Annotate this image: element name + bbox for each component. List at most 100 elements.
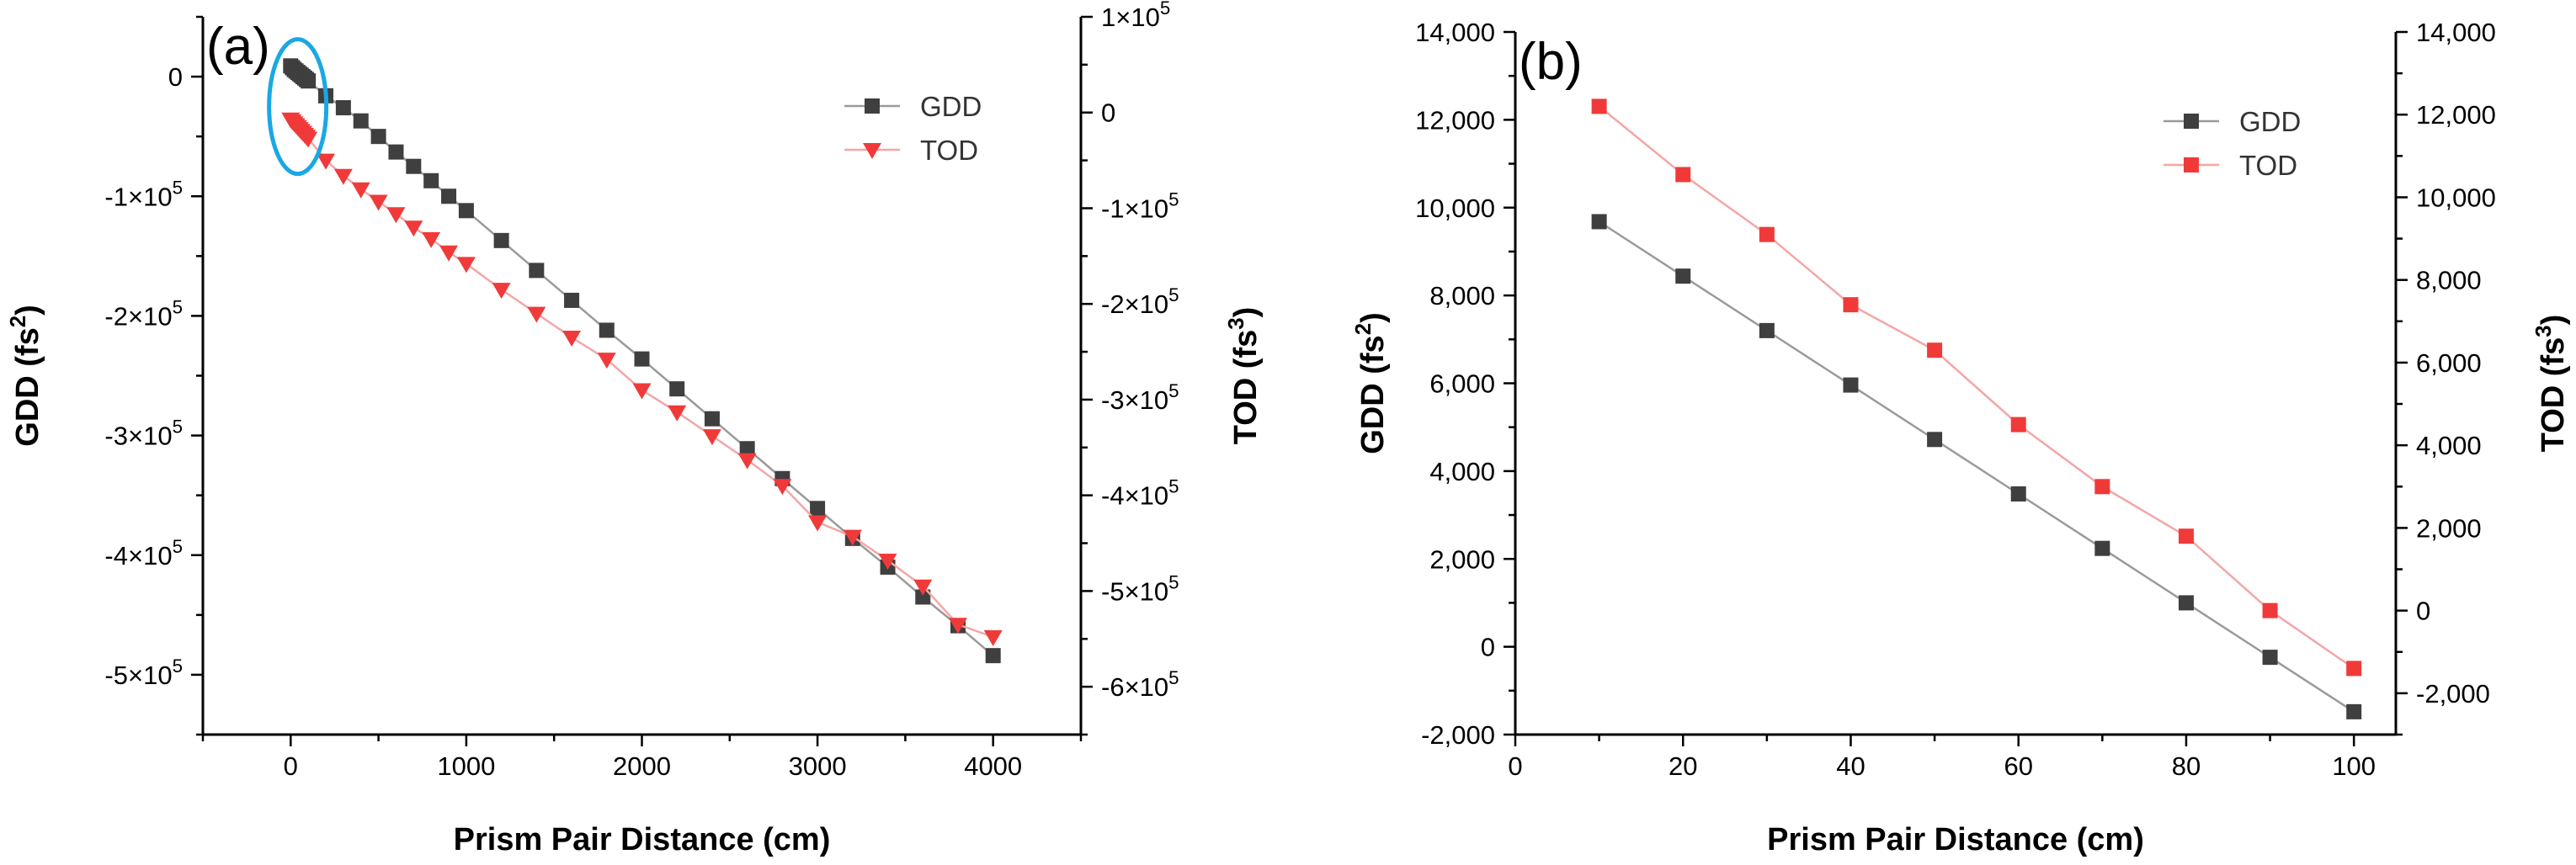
legend-label: GDD: [2239, 106, 2301, 137]
x-tick-label: 80: [2172, 751, 2201, 781]
x-tick-label: 40: [1836, 751, 1865, 781]
data-point-tod: [562, 331, 582, 348]
data-point-tod: [492, 283, 511, 300]
y-left-tick-label: 0: [168, 62, 183, 92]
y-left-tick-label: -2,000: [1421, 720, 1495, 750]
data-point-tod: [913, 579, 933, 596]
data-point-gdd: [335, 100, 351, 116]
data-point-tod: [948, 618, 967, 634]
highlight-ellipse: [267, 37, 329, 177]
y-left-tick-label: 8,000: [1429, 281, 1495, 310]
data-point-gdd: [669, 381, 685, 397]
x-tick-label: 100: [2332, 751, 2376, 781]
data-point-gdd: [2178, 595, 2194, 611]
data-point-tod: [2010, 417, 2026, 432]
y-left-tick-label: 0: [1481, 633, 1495, 662]
y-right-tick-label: -2×105: [1101, 284, 1179, 319]
data-point-gdd: [370, 129, 386, 145]
series-line-tod: [1598, 105, 2355, 670]
data-point-tod: [369, 194, 388, 211]
data-point-gdd: [301, 73, 317, 89]
y-right-tick-label: 10,000: [2416, 183, 2496, 212]
y-left-axis-title: GDD (fs2): [1352, 312, 1391, 454]
y-right-tick-label: 8,000: [2416, 266, 2482, 295]
x-tick-label: 60: [2004, 751, 2032, 781]
data-point-tod: [456, 257, 476, 273]
y-left-tick-label: -4×105: [104, 536, 183, 570]
data-point-tod: [351, 182, 370, 199]
y-right-tick-label: 2,000: [2416, 513, 2482, 543]
data-point-tod: [737, 453, 757, 470]
data-point-tod: [299, 131, 318, 148]
chart-panel-b: 0 20 40 60 80 100 -2,000 0 2,000 4,000 6,000 8,000 1…: [1352, 18, 2571, 857]
data-point-gdd: [458, 203, 474, 219]
x-axis-title: Prism Pair Distance (cm): [1767, 822, 2144, 857]
legend-label: GDD: [920, 91, 982, 122]
data-point-gdd: [529, 263, 545, 279]
legend-marker: [2184, 114, 2199, 129]
y-right-tick-label: 1×105: [1101, 0, 1170, 32]
x-tick-label: 20: [1669, 751, 1697, 781]
series-gdd: [1591, 214, 2362, 719]
data-point-gdd: [1759, 322, 1775, 338]
data-point-tod: [333, 168, 353, 185]
data-point-tod: [1591, 98, 1607, 114]
data-point-tod: [2094, 479, 2110, 495]
data-point-gdd: [493, 232, 509, 248]
data-point-gdd: [985, 648, 1001, 664]
y-right-tick-label: 4,000: [2416, 431, 2482, 460]
data-point-tod: [773, 479, 792, 496]
data-point-gdd: [915, 589, 931, 605]
x-tick-label: 2000: [613, 751, 671, 781]
legend-label: TOD: [920, 135, 978, 166]
x-tick-label: 3000: [789, 751, 847, 781]
legend: GDD TOD: [2164, 106, 2301, 181]
y-right-tick-label: 0: [1101, 98, 1115, 128]
data-point-gdd: [810, 501, 826, 517]
y-left-tick-label: 4,000: [1429, 457, 1495, 486]
data-point-tod: [632, 383, 652, 400]
y-right-tick-label: 14,000: [2416, 18, 2496, 47]
y-left-tick-label: -5×105: [104, 655, 183, 690]
y-right-tick-label: -6×105: [1101, 667, 1179, 702]
data-point-gdd: [564, 292, 580, 308]
data-point-tod: [404, 220, 423, 237]
data-point-gdd: [353, 113, 369, 129]
y-right-tick-label: -1×105: [1101, 188, 1179, 223]
data-point-tod: [1675, 167, 1691, 183]
y-right-tick-label: -3×105: [1101, 380, 1179, 415]
legend-label: TOD: [2239, 150, 2297, 181]
data-point-gdd: [599, 322, 615, 338]
legend-marker: [863, 143, 881, 159]
y-right-axis-title: TOD (fs3): [1225, 307, 1264, 445]
data-point-gdd: [1675, 268, 1691, 284]
y-right-tick-label: 0: [2416, 597, 2430, 626]
y-left-tick-label: 10,000: [1415, 194, 1495, 223]
x-tick-label: 0: [284, 751, 298, 781]
data-point-tod: [2346, 661, 2362, 677]
x-tick-label: 4000: [964, 751, 1022, 781]
data-point-tod: [702, 429, 721, 446]
y-right-tick-label: 6,000: [2416, 348, 2482, 378]
data-point-tod: [1843, 297, 1859, 313]
data-point-gdd: [2010, 486, 2026, 502]
data-point-tod: [2262, 602, 2278, 618]
legend-marker: [865, 98, 880, 114]
x-tick-label: 0: [1508, 751, 1522, 781]
data-point-tod: [668, 405, 687, 422]
data-point-gdd: [739, 441, 755, 457]
data-point-gdd: [2094, 540, 2110, 556]
y-left-tick-label: 2,000: [1429, 544, 1495, 574]
data-point-tod: [422, 231, 441, 248]
data-point-tod: [1927, 342, 1943, 358]
data-point-gdd: [441, 188, 457, 204]
x-axis-title: Prism Pair Distance (cm): [454, 822, 831, 857]
chart-panel-a: 0 1000 2000 3000 4000 -5×105 -4×105 -3×105 -2×10…: [7, 0, 1264, 857]
data-point-gdd: [1927, 432, 1943, 448]
y-left-tick-label: 6,000: [1429, 369, 1495, 399]
data-point-gdd: [2262, 650, 2278, 666]
y-left-tick-label: -3×105: [104, 417, 183, 451]
data-point-tod: [317, 153, 336, 170]
data-point-gdd: [1843, 377, 1859, 393]
